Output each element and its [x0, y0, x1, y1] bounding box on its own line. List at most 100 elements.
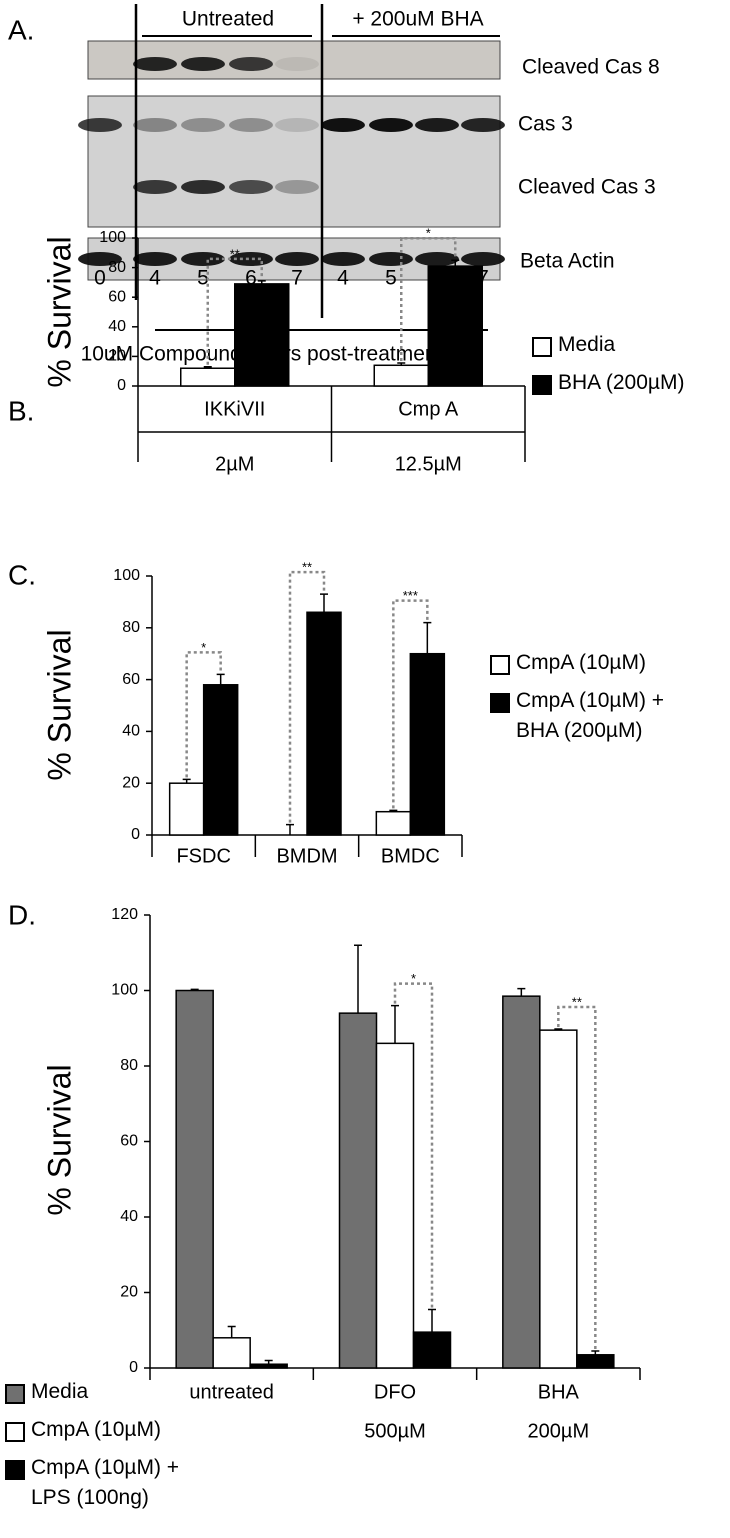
error-bar: [190, 988, 199, 991]
y-tick-label: 80: [108, 259, 126, 276]
legend-swatch: [490, 693, 510, 713]
panel-label: D.: [8, 899, 36, 930]
y-tick-label: 60: [108, 288, 126, 305]
error-bar: [216, 673, 225, 685]
blot-band: [415, 118, 459, 132]
blot-band: [181, 180, 225, 194]
error-bar: [257, 280, 266, 284]
blot-band: [369, 252, 413, 266]
error-bar: [320, 593, 328, 613]
x-sublabel: 2µM: [215, 453, 254, 475]
bar: [373, 364, 429, 387]
error-bar: [286, 823, 294, 835]
blot-strip: [87, 95, 501, 228]
error-bar: [389, 809, 398, 812]
blot-band: [78, 118, 122, 132]
blot-band: [321, 118, 365, 132]
blot-band: [133, 57, 177, 71]
panel-label: B.: [8, 395, 34, 426]
significance-bracket: [206, 257, 263, 365]
blot-band: [461, 118, 505, 132]
bar: [427, 265, 483, 387]
error-bar: [428, 1308, 436, 1333]
error-bar: [554, 1028, 563, 1031]
group-label: Untreated: [182, 8, 274, 31]
significance-label: *: [201, 640, 206, 655]
legend-swatch: [5, 1384, 25, 1404]
blot-band: [275, 57, 319, 71]
blot-band: [229, 57, 273, 71]
blot-band: [229, 180, 273, 194]
error-bar: [591, 1350, 600, 1355]
y-tick-label: 40: [120, 1208, 138, 1225]
significance-bracket: [288, 570, 326, 823]
significance-bracket: [185, 651, 222, 778]
legend-item: CmpA (10µM): [5, 1418, 206, 1445]
y-axis-title: % Survival: [41, 629, 77, 780]
significance-label: ***: [403, 588, 418, 603]
bar: [212, 1337, 251, 1369]
blot-band: [78, 252, 122, 266]
blot-band: [181, 118, 225, 132]
legend-swatch: [532, 375, 552, 395]
legend-swatch: [5, 1422, 25, 1442]
legend-item: CmpA (10µM) + LPS (100ng): [5, 1456, 206, 1513]
legend: CmpA (10µM) CmpA (10µM) + BHA (200µM): [490, 651, 691, 746]
blot-band: [321, 252, 365, 266]
band-label: Cleaved Cas 8: [522, 56, 660, 79]
significance-label: **: [230, 246, 240, 261]
lane-label: 4: [149, 267, 161, 290]
y-tick-label: 120: [111, 906, 138, 923]
x-sublabel: 12.5µM: [395, 453, 462, 475]
blot-band: [181, 57, 225, 71]
lane-label: 5: [197, 267, 209, 290]
bar: [375, 810, 412, 836]
error-bar: [397, 362, 406, 366]
legend-label: Media: [31, 1380, 89, 1403]
bar: [375, 1042, 415, 1369]
y-tick-label: 80: [120, 1057, 138, 1074]
bar: [168, 782, 205, 836]
y-tick-label: 100: [113, 567, 140, 584]
blot-band: [415, 252, 459, 266]
bar: [539, 1029, 578, 1369]
y-axis-title: % Survival: [41, 236, 77, 387]
bar: [234, 283, 290, 387]
significance-label: *: [426, 226, 431, 241]
legend-item: Media: [5, 1380, 206, 1407]
x-tick-label: DFO: [374, 1381, 416, 1403]
y-tick-label: 100: [111, 982, 138, 999]
significance-label: **: [302, 560, 312, 575]
legend-label: BHA (200µM): [558, 371, 685, 394]
x-tick-label: BHA: [538, 1381, 580, 1403]
legend-label: CmpA (10µM): [31, 1418, 161, 1441]
band-label: Beta Actin: [520, 250, 615, 273]
bar: [409, 652, 446, 836]
y-axis-title: % Survival: [41, 1064, 77, 1215]
lane-label: 7: [291, 267, 303, 290]
lane-label: 0: [94, 267, 106, 290]
x-tick-label: FSDC: [176, 845, 230, 867]
legend-label: CmpA (10µM) + BHA (200µM): [516, 689, 665, 742]
x-tick-label: untreated: [189, 1381, 274, 1403]
y-tick-label: 80: [122, 619, 140, 636]
y-tick-label: 40: [108, 318, 126, 335]
y-tick-label: 20: [108, 348, 126, 365]
x-tick-label: Cmp A: [398, 398, 459, 420]
legend-swatch: [5, 1460, 25, 1480]
significance-label: *: [411, 971, 416, 986]
lane-label: 6: [245, 267, 257, 290]
legend-label: Media: [558, 333, 616, 356]
legend: Media CmpA (10µM) CmpA (10µM) + LPS (100ng…: [5, 1380, 206, 1513]
significance-bracket: [400, 236, 457, 362]
significance-bracket: [557, 1005, 597, 1350]
error-bar: [391, 1004, 399, 1044]
y-tick-label: 60: [122, 671, 140, 688]
blot-band: [461, 252, 505, 266]
significance-label: **: [572, 994, 582, 1009]
bar: [202, 684, 239, 836]
panel-label: C.: [8, 559, 36, 590]
y-tick-label: 40: [122, 723, 140, 740]
